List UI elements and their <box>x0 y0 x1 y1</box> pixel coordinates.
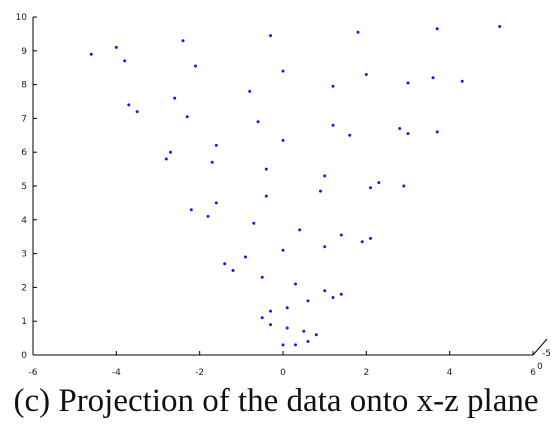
data-point <box>323 245 327 249</box>
data-point <box>319 189 322 193</box>
y-tick-label: 1 <box>21 317 27 327</box>
x-tick-label: 6 <box>530 368 536 378</box>
data-point <box>294 343 297 347</box>
figure-caption: (c) Projection of the data onto x-z plan… <box>13 383 539 419</box>
data-point <box>89 52 93 56</box>
y-tick-label: 3 <box>21 250 27 260</box>
data-point <box>306 340 310 343</box>
data-point <box>323 174 327 178</box>
data-point <box>169 150 172 154</box>
data-point <box>331 84 335 88</box>
depth-tick-label: 0 <box>537 362 543 372</box>
data-point <box>123 59 127 63</box>
x-tick-label: -2 <box>195 368 204 378</box>
data-point <box>348 133 352 137</box>
data-point <box>294 282 297 286</box>
data-point <box>331 296 335 299</box>
y-tick-label: 10 <box>16 13 28 23</box>
data-point <box>181 39 185 43</box>
data-point <box>260 316 264 320</box>
data-point <box>127 103 131 107</box>
data-point <box>269 34 272 38</box>
data-point <box>214 201 218 205</box>
data-point <box>314 333 318 337</box>
x-tick-label: -6 <box>29 368 38 378</box>
data-point <box>339 233 343 237</box>
data-point <box>377 181 381 185</box>
data-point <box>135 110 139 114</box>
data-point <box>406 132 410 136</box>
x-tick-label: -4 <box>112 368 121 378</box>
data-point <box>189 208 193 212</box>
data-point <box>244 255 247 259</box>
data-point <box>331 123 335 127</box>
y-tick-label: 9 <box>21 47 27 57</box>
data-point <box>185 115 189 119</box>
data-point <box>264 167 268 171</box>
data-point <box>269 309 272 313</box>
data-point <box>281 69 285 73</box>
data-point <box>252 221 256 225</box>
data-point <box>210 160 214 164</box>
data-point <box>264 194 268 198</box>
data-point <box>281 343 285 347</box>
data-point <box>231 269 235 272</box>
data-point <box>248 89 252 93</box>
y-tick-label: 7 <box>21 114 27 124</box>
data-point <box>214 143 218 147</box>
y-tick-label: 4 <box>21 216 27 226</box>
data-point <box>406 81 410 85</box>
data-points <box>89 25 502 347</box>
x-tick-label: 2 <box>363 368 369 378</box>
data-point <box>369 186 372 190</box>
y-tick-label: 5 <box>21 182 27 192</box>
y-tick-label: 0 <box>21 351 27 361</box>
y-tick-label: 2 <box>21 283 27 293</box>
data-point <box>256 120 260 124</box>
data-point <box>298 228 302 232</box>
data-point <box>460 79 464 83</box>
data-point <box>435 27 439 31</box>
data-point <box>398 127 402 130</box>
data-point <box>306 299 310 303</box>
x-tick-label: 4 <box>447 368 453 378</box>
data-point <box>206 214 210 218</box>
depth-axis-line <box>532 338 548 356</box>
data-point <box>402 184 406 188</box>
data-point <box>339 292 343 296</box>
data-point <box>302 329 306 333</box>
y-tick-label: 8 <box>21 81 27 91</box>
data-point <box>323 289 327 293</box>
data-point <box>431 76 435 80</box>
data-point <box>281 138 285 142</box>
y-tick-label: 6 <box>21 148 27 158</box>
data-point <box>260 275 264 279</box>
data-point <box>360 240 364 244</box>
data-point <box>114 45 118 49</box>
tick-labels: 0 1 2 3 4 5 6 7 8 9 10 -6 -4 -2 0 2 4 6 -5 0 <box>16 13 551 378</box>
data-point <box>269 323 272 327</box>
axes <box>32 16 548 356</box>
data-point <box>285 326 289 330</box>
data-point <box>173 96 177 100</box>
data-point <box>498 25 502 28</box>
data-point <box>285 306 289 310</box>
depth-tick-label: -5 <box>542 349 551 359</box>
data-point <box>223 262 227 266</box>
data-point <box>356 30 360 34</box>
data-point <box>369 236 372 240</box>
data-point <box>194 64 197 68</box>
x-tick-label: 0 <box>280 368 286 378</box>
data-point <box>435 130 439 134</box>
scatter-chart: 0 1 2 3 4 5 6 7 8 9 10 -6 -4 -2 0 2 4 6 -5 0 <box>16 13 551 378</box>
data-point <box>281 248 285 252</box>
data-point <box>364 73 368 76</box>
data-point <box>164 157 168 161</box>
